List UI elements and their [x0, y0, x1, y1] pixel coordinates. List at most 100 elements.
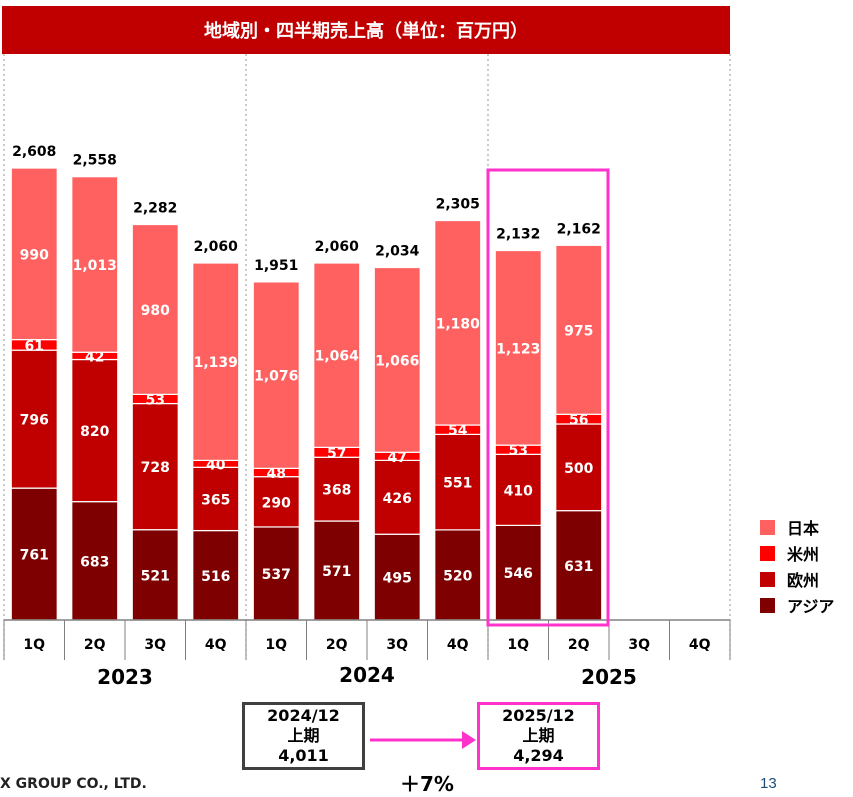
- total-label-10: 2,162: [557, 221, 601, 237]
- total-label-6: 2,060: [315, 239, 360, 255]
- legend-swatch-europe: [760, 571, 775, 587]
- bar-segment-asia-7: [373, 533, 421, 621]
- tick-label-9: 1Q: [507, 637, 529, 653]
- data-label-americas-7: 47: [388, 450, 407, 466]
- data-label-asia-4: 516: [201, 569, 230, 585]
- tick-label-12: 4Q: [689, 637, 711, 653]
- bar-segment-japan-10: [555, 244, 603, 415]
- bar-segment-japan-8: [434, 219, 482, 426]
- data-label-japan-8: 1,180: [436, 316, 481, 332]
- data-label-asia-5: 537: [262, 567, 291, 583]
- data-label-japan-4: 1,139: [194, 355, 238, 371]
- bar-segment-japan-6: [313, 262, 361, 448]
- summary-box-curr: 2025/12 上期 4,294: [477, 702, 600, 770]
- data-label-asia-8: 520: [443, 568, 472, 584]
- footer-company: X GROUP CO., LTD.: [0, 776, 147, 792]
- growth-label: ＋7%: [400, 772, 454, 796]
- year-label-2025: 2025: [581, 665, 637, 689]
- summary-curr-half: 上期: [522, 726, 555, 745]
- highlight-box-2025: [486, 168, 610, 627]
- bar-segment-europe-9: [494, 453, 542, 526]
- bar-segment-europe-8: [434, 433, 482, 531]
- legend-item-americas: 米州: [760, 540, 834, 566]
- bar-segment-europe-2: [71, 358, 119, 503]
- year-label-2023: 2023: [97, 665, 153, 689]
- bar-segment-japan-9: [494, 249, 542, 446]
- data-label-europe-4: 365: [201, 492, 230, 508]
- summary-prev-period: 2024/12: [267, 706, 340, 725]
- data-label-americas-8: 54: [448, 423, 468, 439]
- tick-label-7: 3Q: [386, 637, 408, 653]
- data-label-europe-2: 820: [80, 424, 109, 440]
- data-label-asia-3: 521: [141, 568, 170, 584]
- legend-swatch-asia: [760, 597, 775, 613]
- data-label-asia-9: 546: [504, 566, 533, 582]
- bar-segment-europe-7: [373, 459, 421, 535]
- legend-item-asia: アジア: [760, 592, 834, 618]
- growth-arrow-head: [462, 731, 476, 749]
- data-label-asia-10: 631: [564, 559, 593, 575]
- data-label-americas-4: 40: [206, 457, 226, 473]
- legend-label-asia: アジア: [787, 597, 835, 616]
- total-label-8: 2,305: [436, 197, 480, 213]
- tick-label-2: 2Q: [84, 637, 106, 653]
- data-label-asia-6: 571: [322, 564, 351, 580]
- data-label-europe-5: 290: [262, 495, 291, 511]
- summary-prev-value: 4,011: [278, 746, 329, 765]
- data-label-japan-3: 980: [141, 303, 170, 319]
- bar-segment-japan-3: [131, 223, 179, 395]
- data-label-europe-10: 500: [564, 461, 593, 477]
- bar-segment-japan-4: [192, 262, 240, 461]
- page-number: 13: [760, 775, 777, 792]
- bar-segment-europe-3: [131, 402, 179, 531]
- data-label-japan-5: 1,076: [254, 369, 298, 385]
- data-label-americas-1: 61: [25, 338, 44, 354]
- total-label-2: 2,558: [73, 153, 117, 169]
- legend-label-japan: 日本: [787, 519, 820, 538]
- legend-item-europe: 欧州: [760, 566, 834, 592]
- legend-label-europe: 欧州: [787, 571, 820, 590]
- bar-segment-japan-7: [373, 266, 421, 453]
- bar-segment-europe-4: [192, 466, 240, 532]
- data-label-japan-10: 975: [564, 323, 593, 339]
- tick-label-5: 1Q: [265, 637, 287, 653]
- tick-label-1: 1Q: [23, 637, 45, 653]
- tick-label-11: 3Q: [628, 637, 650, 653]
- data-label-japan-1: 990: [20, 247, 49, 263]
- legend-label-americas: 米州: [787, 545, 820, 564]
- data-label-asia-7: 495: [383, 571, 412, 587]
- total-label-9: 2,132: [496, 227, 540, 243]
- data-label-americas-5: 48: [267, 466, 286, 482]
- bar-segment-japan-5: [252, 281, 300, 469]
- data-label-japan-9: 1,123: [496, 341, 540, 357]
- bar-segment-asia-1: [10, 487, 58, 621]
- bar-segment-asia-10: [555, 510, 603, 621]
- data-label-europe-7: 426: [383, 491, 412, 507]
- tick-label-3: 3Q: [144, 637, 166, 653]
- bar-segment-asia-4: [192, 529, 240, 621]
- data-label-europe-1: 796: [20, 413, 49, 429]
- legend: 日本 米州 欧州 アジア: [760, 514, 834, 618]
- data-label-americas-3: 53: [146, 392, 165, 408]
- legend-item-japan: 日本: [760, 514, 834, 540]
- summary-prev-half: 上期: [287, 726, 320, 745]
- data-label-americas-2: 42: [85, 349, 104, 365]
- chart-title: 地域別・四半期売上高（単位：百万円）: [2, 6, 730, 54]
- bar-segment-europe-10: [555, 423, 603, 512]
- tick-label-10: 2Q: [568, 637, 590, 653]
- bar-segment-europe-6: [313, 456, 361, 522]
- year-label-2024: 2024: [339, 663, 395, 687]
- total-label-5: 1,951: [254, 258, 298, 274]
- bar-segment-japan-2: [71, 176, 119, 353]
- summary-box-prev: 2024/12 上期 4,011: [242, 702, 365, 770]
- data-label-europe-6: 368: [322, 483, 351, 499]
- summary-curr-period: 2025/12: [502, 706, 575, 725]
- bar-segment-japan-1: [10, 167, 58, 341]
- tick-label-8: 4Q: [447, 637, 469, 653]
- tick-label-6: 2Q: [326, 637, 348, 653]
- data-label-asia-1: 761: [20, 548, 49, 564]
- data-label-europe-3: 728: [141, 460, 170, 476]
- data-label-europe-8: 551: [443, 476, 472, 492]
- summary-curr-value: 4,294: [513, 746, 564, 765]
- data-label-japan-2: 1,013: [73, 258, 117, 274]
